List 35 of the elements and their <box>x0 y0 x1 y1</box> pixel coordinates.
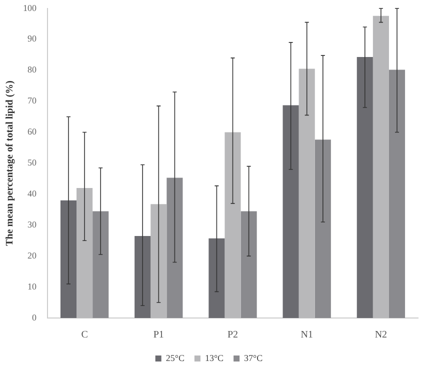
bar <box>372 16 389 318</box>
y-tick-label: 90 <box>28 34 37 44</box>
bar <box>208 238 225 318</box>
x-tick-label: P2 <box>227 330 238 341</box>
bar <box>314 140 331 318</box>
bar <box>92 211 109 318</box>
y-tick-label: 50 <box>28 158 37 168</box>
y-tick-label: 80 <box>28 64 37 75</box>
x-tick-label: N2 <box>374 330 388 341</box>
bar <box>298 68 315 318</box>
bar <box>356 57 373 318</box>
y-tick-label: 70 <box>28 96 37 106</box>
bar <box>60 200 77 318</box>
y-tick-label: 30 <box>28 219 37 230</box>
x-tick-label: C <box>81 330 88 341</box>
bar <box>134 236 151 318</box>
legend-label: 37°C <box>244 352 263 363</box>
bar <box>240 211 257 318</box>
bar <box>224 132 241 318</box>
bar <box>166 178 183 318</box>
bar <box>76 188 93 318</box>
y-tick-label: 20 <box>28 250 37 260</box>
y-tick-label: 40 <box>28 188 37 199</box>
y-tick-label: 10 <box>28 281 37 292</box>
y-tick-label: 0 <box>32 312 37 322</box>
bar <box>282 105 299 318</box>
legend-label: 25°C <box>166 352 184 363</box>
y-tick-label: 100 <box>23 2 37 13</box>
legend-label: 13°C <box>204 352 224 363</box>
bar <box>150 204 167 318</box>
y-tick-label: 60 <box>28 126 37 137</box>
x-tick-label: N1 <box>300 330 313 341</box>
x-tick-label: P1 <box>153 330 164 341</box>
bar <box>388 70 406 318</box>
y-axis-title: The mean percentage of total lipid (%) <box>4 80 16 246</box>
